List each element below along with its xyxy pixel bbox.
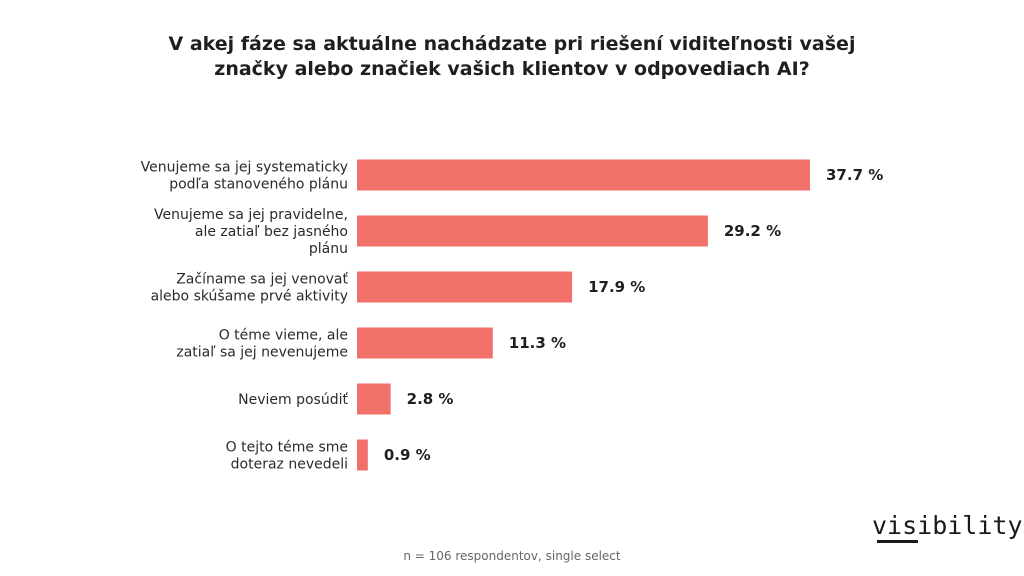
category-label-2: Začíname sa jej venovať alebo skúšame prv… <box>151 272 349 305</box>
category-label-0: Venujeme sa jej systematicky podľa stanov… <box>141 160 348 193</box>
category-label-3-line-1: zatiaľ sa jej nevenujeme <box>176 345 348 361</box>
value-label-3: 11.3 % <box>509 334 566 352</box>
value-label-4: 2.8 % <box>407 390 454 408</box>
value-label-2: 17.9 % <box>588 278 645 296</box>
category-label-2-line-1: alebo skúšame prvé aktivity <box>151 289 348 305</box>
bar-1 <box>357 215 708 247</box>
category-label-4-line-0: Neviem posúdiť <box>238 392 348 408</box>
chart-title: V akej fáze sa aktuálne nachádzate pri r… <box>112 32 912 82</box>
value-label-0: 37.7 % <box>826 166 883 184</box>
logo-underline <box>877 540 918 543</box>
bar-0 <box>357 159 810 191</box>
visibility-logo: visibility <box>872 511 1023 540</box>
category-label-3: O téme vieme, ale zatiaľ sa jej nevenujem… <box>176 328 348 361</box>
category-label-0-line-0: Venujeme sa jej systematicky <box>141 160 348 176</box>
value-label-5: 0.9 % <box>384 446 431 464</box>
bar-3 <box>357 327 493 359</box>
value-label-1: 29.2 % <box>724 222 781 240</box>
category-label-1: Venujeme sa jej pravidelne, ale zatiaľ be… <box>154 207 348 257</box>
category-label-3-line-0: O téme vieme, ale <box>219 328 348 344</box>
chart-title-line-2: značky alebo značiek vašich klientov v o… <box>214 58 810 80</box>
bar-2 <box>357 271 573 303</box>
category-label-0-line-1: podľa stanoveného plánu <box>169 177 348 193</box>
chart-title-line-1: V akej fáze sa aktuálne nachádzate pri r… <box>168 33 856 55</box>
bar-4 <box>357 383 391 415</box>
category-label-5: O tejto téme sme doteraz nevedeli <box>226 440 348 473</box>
bar-5 <box>357 439 368 471</box>
category-label-1-line-0: Venujeme sa jej pravidelne, <box>154 207 348 223</box>
footnote: n = 106 respondentov, single select <box>403 549 621 563</box>
category-label-5-line-0: O tejto téme sme <box>226 440 348 456</box>
category-label-2-line-0: Začíname sa jej venovať <box>176 272 348 288</box>
category-label-1-line-2: plánu <box>309 241 348 257</box>
category-label-1-line-1: ale zatiaľ bez jasného <box>195 224 348 240</box>
category-label-5-line-1: doteraz nevedeli <box>231 457 348 473</box>
category-label-4: Neviem posúdiť <box>238 392 348 408</box>
